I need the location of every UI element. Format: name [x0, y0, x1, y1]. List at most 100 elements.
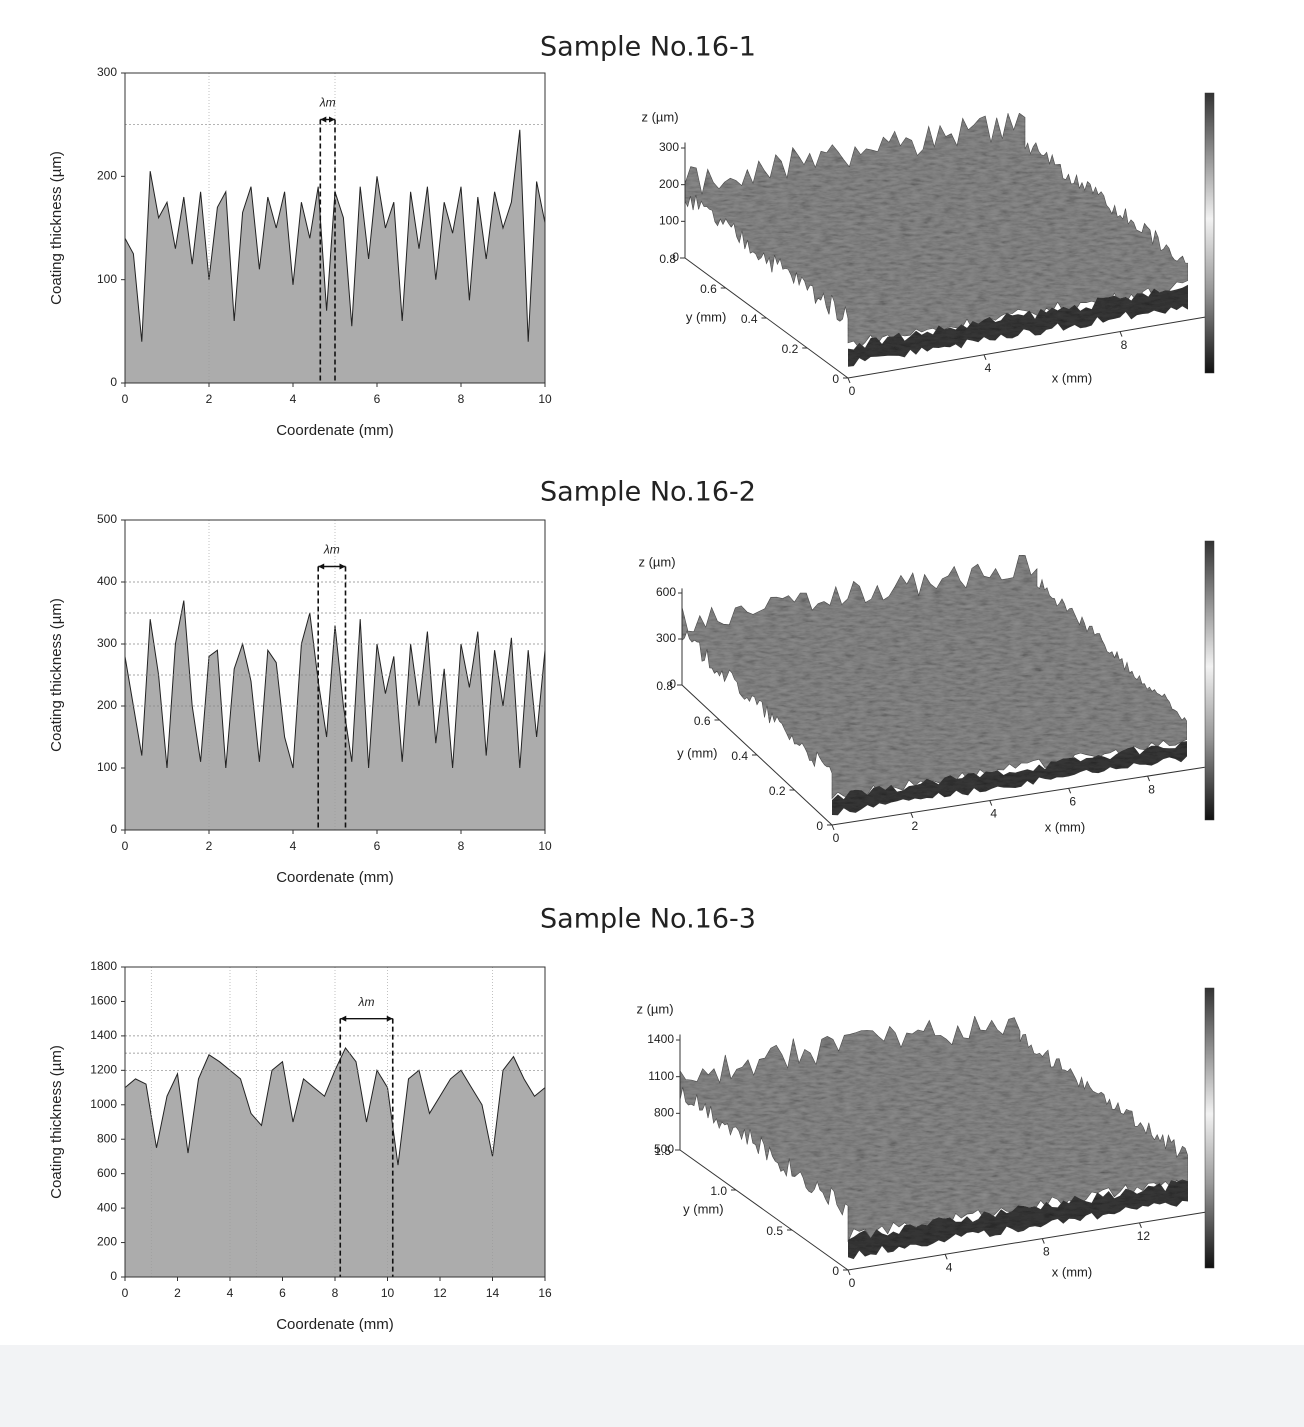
x-tick-label: 8: [1043, 1245, 1050, 1259]
x-axis-label: Coordenate (mm): [276, 869, 394, 886]
x-axis: [847, 316, 1206, 379]
y-tick-label: 300: [97, 65, 117, 79]
z-tick-label: 0: [672, 250, 679, 264]
x-tick-label: 4: [290, 839, 297, 853]
surface-edge: [832, 741, 1187, 816]
colorbar: [1204, 540, 1215, 821]
x-tick-label: 2: [912, 819, 919, 833]
y-tick-label: 200: [97, 698, 117, 712]
x-tick-label: 4: [990, 807, 997, 821]
z-tick-label: 800: [654, 1106, 674, 1120]
z-tick-label: 300: [659, 140, 679, 154]
x-tick-label: 0: [849, 1276, 856, 1290]
y-axis: [679, 1149, 849, 1271]
y-tick-label: 0.6: [694, 714, 711, 728]
x-axis-label: Coordenate (mm): [276, 1316, 394, 1333]
y-tick-label: 1.0: [710, 1184, 727, 1198]
x-tick-label: 10: [538, 839, 552, 853]
y-tick-label: 0: [110, 1269, 117, 1283]
y-tick-label: 200: [97, 169, 117, 183]
z-tick-label: 500: [654, 1142, 674, 1156]
x-tick-label: 6: [1069, 795, 1076, 809]
y-tick-label: 500: [97, 512, 117, 526]
z-tick-label: 100: [659, 214, 679, 228]
y-tick-label: 1400: [90, 1028, 117, 1042]
z-axis-label: z (µm): [636, 1001, 673, 1016]
y-tick-label: 1.5: [654, 1144, 671, 1158]
surface-edge: [848, 284, 1188, 367]
y-tick-label: 0: [832, 1264, 839, 1278]
x-tick-label: 8: [458, 839, 465, 853]
x-tick: [831, 824, 835, 831]
x-tick-label: 8: [332, 1286, 339, 1300]
y-axis-label: y (mm): [683, 1201, 723, 1216]
y-tick-label: 0.6: [700, 282, 717, 296]
x-tick-label: 0: [833, 831, 840, 845]
y-tick-label: 400: [97, 1200, 117, 1214]
x-tick-label: 12: [1137, 1229, 1151, 1243]
arrow-head: [320, 116, 335, 123]
z-tick-label: 300: [656, 631, 676, 645]
x-tick: [944, 1254, 948, 1260]
x-axis-label: x (mm): [1052, 371, 1092, 386]
arrow-head: [318, 563, 346, 570]
x-tick: [847, 377, 851, 384]
y-tick-label: 0: [110, 822, 117, 836]
x-tick-label: 2: [206, 839, 213, 853]
z-axis-label: z (µm): [638, 554, 675, 569]
x-tick: [989, 800, 993, 806]
x-tick-label: 0: [122, 1286, 129, 1300]
x-tick-label: 4: [946, 1260, 953, 1274]
y-tick-label: 0: [816, 819, 823, 833]
y-tick-label: 1200: [90, 1063, 117, 1077]
y-tick-label: 300: [97, 636, 117, 650]
x-tick: [910, 812, 914, 818]
plot-frame: [124, 72, 546, 384]
y-axis-label: Coating thickness (µm): [48, 598, 65, 752]
chart-title: Sample No.16-3: [540, 904, 756, 935]
z-tick-label: 0: [669, 677, 676, 691]
x-tick-label: 10: [381, 1286, 395, 1300]
x-tick-label: 10: [538, 392, 552, 406]
x-tick: [847, 1269, 851, 1276]
x-tick-label: 6: [374, 839, 381, 853]
chart-title: Sample No.16-1: [540, 32, 756, 63]
x-tick-label: 16: [538, 1286, 552, 1300]
colorbar: [1204, 92, 1215, 374]
x-tick-label: 8: [1148, 782, 1155, 796]
lambda-label: λm: [323, 543, 340, 557]
y-tick-label: 0: [110, 375, 117, 389]
surface: [684, 112, 1189, 349]
y-tick-label: 800: [97, 1131, 117, 1145]
z-tick-label: 600: [656, 585, 676, 599]
lambda-label: λm: [358, 995, 375, 1009]
x-tick-label: 6: [374, 392, 381, 406]
y-tick-label: 1000: [90, 1097, 117, 1111]
colorbar: [1204, 987, 1215, 1269]
y-tick-label: 400: [97, 574, 117, 588]
x-axis-label: x (mm): [1045, 819, 1085, 834]
x-axis-label: Coordenate (mm): [276, 422, 394, 439]
x-tick: [983, 354, 987, 360]
x-tick-label: 4: [227, 1286, 234, 1300]
lambda-label: λm: [319, 96, 336, 110]
y-tick-label: 100: [97, 272, 117, 286]
plot-frame: [124, 519, 546, 831]
x-tick-label: 0: [849, 384, 856, 398]
x-axis: [847, 1211, 1206, 1271]
x-tick-label: 2: [206, 392, 213, 406]
y-tick-label: 0.5: [766, 1224, 783, 1238]
x-tick: [1041, 1238, 1045, 1244]
x-axis-label: x (mm): [1052, 1264, 1092, 1279]
x-tick-label: 8: [1121, 338, 1128, 352]
x-tick: [1138, 1222, 1142, 1229]
y-tick-label: 0.4: [741, 312, 758, 326]
y-tick-label: 0.2: [782, 342, 799, 356]
y-tick-label: 0: [832, 372, 839, 386]
x-tick-label: 12: [433, 1286, 447, 1300]
x-tick-label: 8: [458, 392, 465, 406]
x-tick-label: 4: [290, 392, 297, 406]
y-tick-label: 0.8: [656, 679, 673, 693]
y-tick-label: 0.8: [659, 252, 676, 266]
